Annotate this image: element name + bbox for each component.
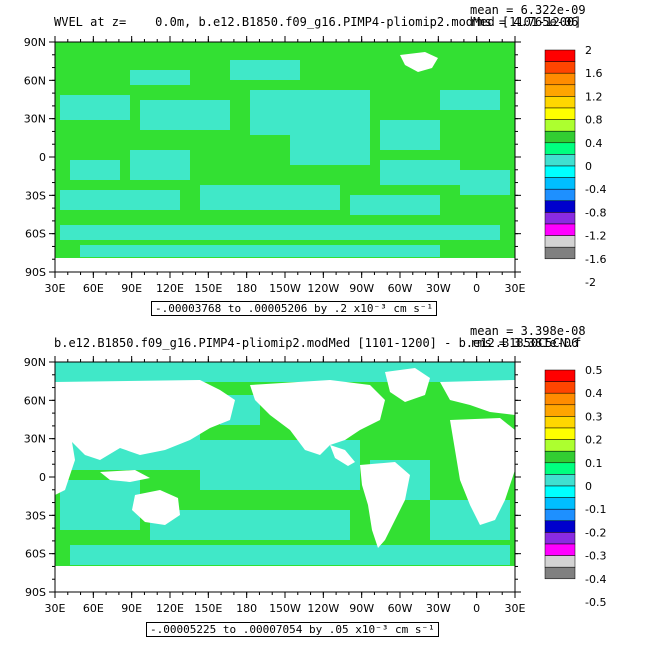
lon-tick-label: 60E — [83, 282, 104, 295]
panel2-rms: rms = 3.381e-06 — [470, 336, 579, 350]
lon-tick-label: 90W — [349, 602, 374, 615]
colorbar-label: -0.4 — [585, 183, 606, 196]
lon-tick-label: 150W — [269, 602, 301, 615]
panel1-cyan-patches — [60, 60, 510, 257]
colorbar-swatch — [544, 566, 576, 580]
panel2-mean: mean = 3.398e-08 — [470, 324, 586, 338]
colorbar-swatch — [544, 381, 576, 394]
colorbar-swatch — [544, 439, 576, 452]
colorbar-label: -0.3 — [585, 550, 606, 563]
colorbar-swatch — [544, 543, 576, 556]
colorbar-label: -2 — [585, 276, 596, 289]
lat-tick-label: 60S — [25, 228, 46, 241]
lon-tick-label: 30E — [505, 602, 526, 615]
colorbar-swatch — [544, 555, 576, 568]
colorbar-swatch — [544, 369, 576, 382]
lat-tick-label: 90S — [25, 586, 46, 599]
colorbar-label: -0.8 — [585, 206, 606, 219]
panel1-land-antarctica — [55, 258, 515, 272]
lat-tick-label: 90S — [25, 266, 46, 279]
lon-tick-label: 60W — [388, 602, 413, 615]
lon-tick-label: 90W — [349, 282, 374, 295]
colorbar-swatch — [544, 462, 576, 475]
lon-tick-label: 180 — [236, 282, 257, 295]
colorbar-swatch — [544, 508, 576, 522]
panel1-title: WVEL at z= 0.0m, b.e12.B1850.f09_g16.PIM… — [54, 15, 582, 29]
lon-tick-label: 30W — [426, 282, 451, 295]
panel2-title: b.e12.B1850.f09_g16.PIMP4-pliomip2.modMe… — [54, 336, 582, 350]
colorbar-label: -1.6 — [585, 253, 606, 266]
lon-tick-label: 90E — [121, 602, 142, 615]
lon-tick-label: 150E — [194, 602, 222, 615]
lon-tick-label: 120E — [156, 602, 184, 615]
panel1-land-greenland — [400, 52, 438, 72]
colorbar-label: 0.8 — [585, 114, 603, 127]
colorbar-label: 0.4 — [585, 137, 603, 150]
colorbar-label: 1.6 — [585, 67, 603, 80]
colorbar-swatch — [544, 485, 576, 498]
panel1-range-box: -.00003768 to .00005206 by .2 x10⁻³ cm s… — [151, 301, 438, 316]
colorbar-label: -0.5 — [585, 596, 606, 609]
colorbar-swatch — [544, 392, 576, 406]
colorbar-swatch — [544, 497, 576, 510]
lat-tick-label: 30S — [25, 189, 46, 202]
lon-tick-label: 30W — [426, 602, 451, 615]
lon-tick-label: 30E — [45, 602, 66, 615]
colorbar-label: 0.3 — [585, 410, 603, 423]
lat-tick-label: 30N — [24, 113, 46, 126]
colorbar-swatch — [544, 416, 576, 429]
lon-tick-label: 30E — [45, 282, 66, 295]
colorbar-label: 0 — [585, 480, 592, 493]
colorbar-label: 2 — [585, 44, 592, 57]
lon-tick-label: 0 — [473, 282, 480, 295]
colorbar-swatch — [544, 474, 576, 487]
colorbar-label: -1.2 — [585, 230, 606, 243]
panel2-range-box: -.00005225 to .00007054 by .05 x10⁻³ cm … — [146, 622, 439, 637]
colorbar-label: -0.2 — [585, 526, 606, 539]
lon-tick-label: 120W — [307, 602, 339, 615]
colorbar-label: -0.4 — [585, 573, 606, 586]
panel1-rms: rms = 4.765e-06 — [470, 15, 579, 29]
lon-tick-label: 150E — [194, 282, 222, 295]
lat-tick-label: 0 — [39, 151, 46, 164]
lat-tick-label: 60N — [24, 394, 46, 407]
colorbar-label: -0.1 — [585, 503, 606, 516]
lon-tick-label: 120E — [156, 282, 184, 295]
lon-tick-label: 60E — [83, 602, 104, 615]
colorbar-swatch — [544, 404, 576, 417]
lon-tick-label: 90E — [121, 282, 142, 295]
lat-tick-label: 90N — [24, 36, 46, 49]
panel2-land — [55, 368, 515, 592]
panel1-mean: mean = 6.322e-09 — [470, 3, 586, 17]
colorbar-swatch — [544, 427, 576, 440]
lon-tick-label: 60W — [388, 282, 413, 295]
lon-tick-label: 30E — [505, 282, 526, 295]
lon-tick-label: 120W — [307, 282, 339, 295]
lat-tick-label: 90N — [24, 356, 46, 369]
lat-tick-label: 60N — [24, 74, 46, 87]
colorbar-swatch — [544, 450, 576, 464]
lon-tick-label: 180 — [236, 602, 257, 615]
lat-tick-label: 0 — [39, 471, 46, 484]
colorbar-swatch — [544, 520, 576, 533]
colorbar-label: 1.2 — [585, 90, 603, 103]
lat-tick-label: 30N — [24, 433, 46, 446]
colorbar-label: 0.1 — [585, 457, 603, 470]
colorbar-swatch — [544, 246, 576, 260]
colorbar-label: 0.2 — [585, 434, 603, 447]
lat-tick-label: 60S — [25, 548, 46, 561]
lon-tick-label: 150W — [269, 282, 301, 295]
colorbar-label: 0 — [585, 160, 592, 173]
colorbar-swatch — [544, 532, 576, 545]
lon-tick-label: 0 — [473, 602, 480, 615]
lat-tick-label: 30S — [25, 509, 46, 522]
colorbar-label: 0.4 — [585, 387, 603, 400]
colorbar-label: 0.5 — [585, 364, 603, 377]
